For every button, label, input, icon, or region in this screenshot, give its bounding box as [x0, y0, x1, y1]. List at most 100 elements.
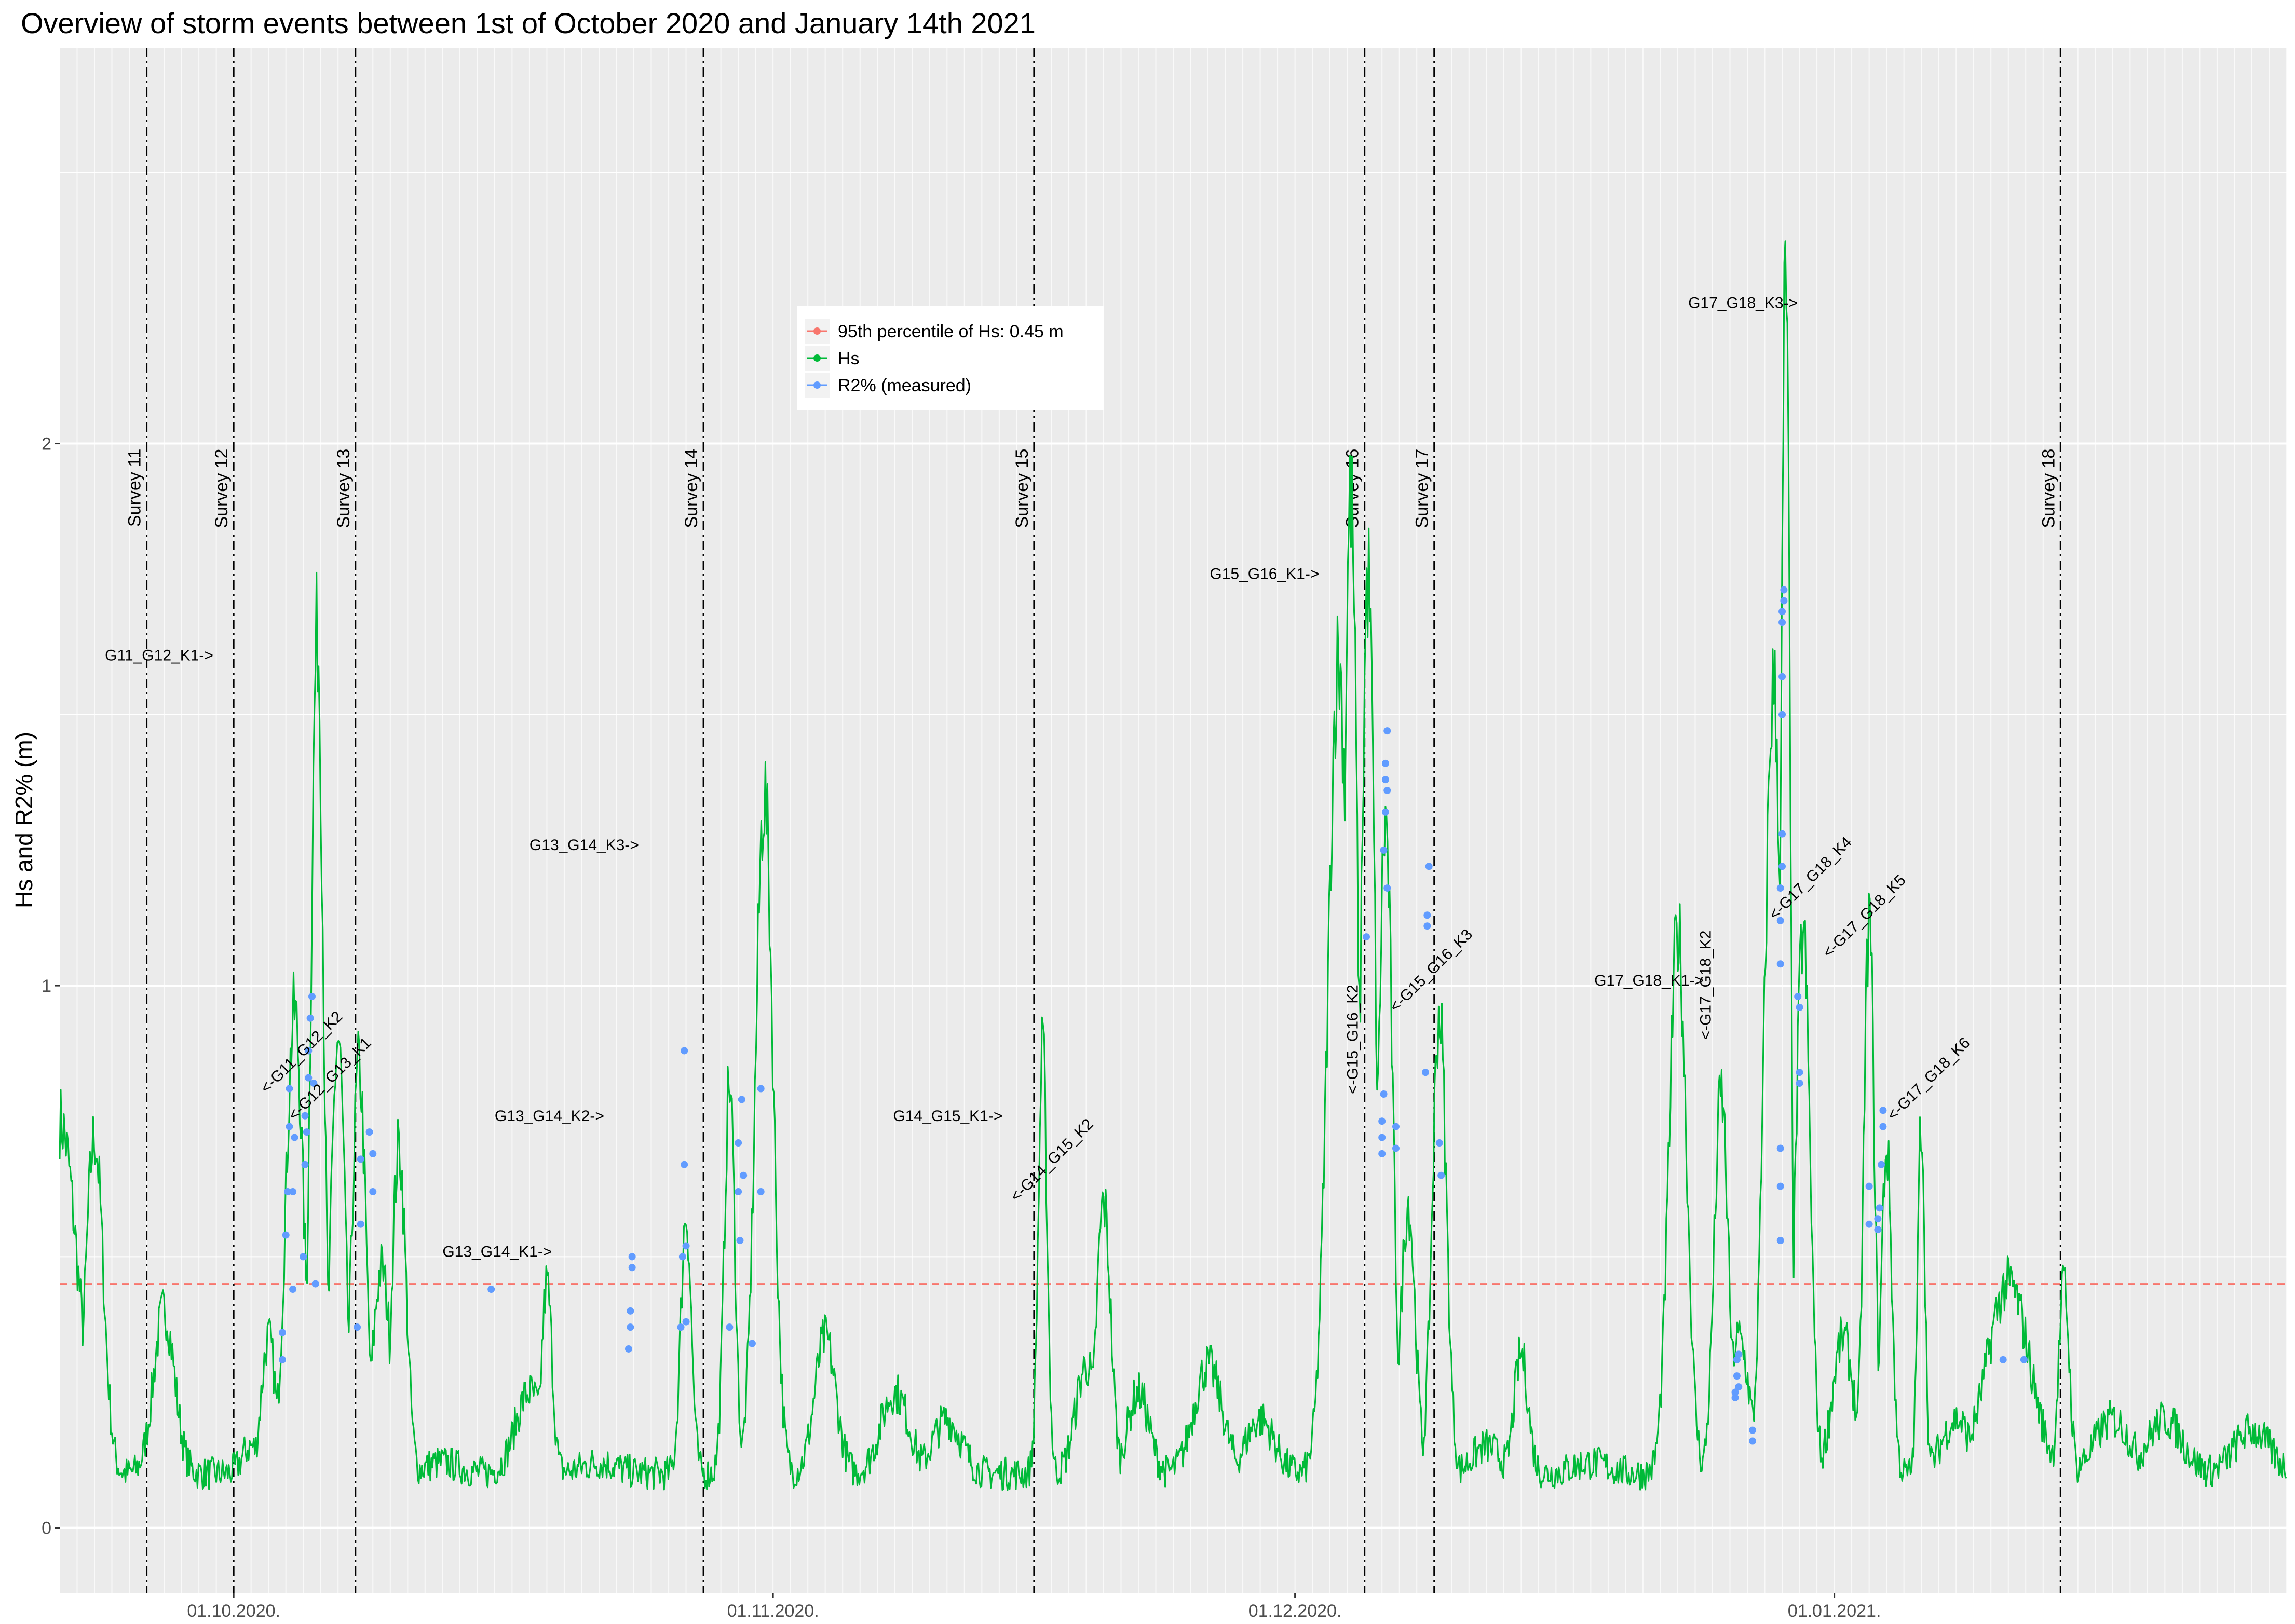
- r2-point: [282, 1231, 290, 1239]
- legend: 95th percentile of Hs: 0.45 m Hs R2% (meas…: [797, 306, 1104, 410]
- r2-point: [1437, 1171, 1445, 1179]
- r2-point: [627, 1323, 634, 1331]
- r2-point: [682, 1318, 690, 1326]
- r2-point: [279, 1329, 286, 1336]
- r2-point: [1423, 922, 1431, 930]
- r2-point: [305, 1074, 313, 1082]
- r2-point: [279, 1356, 286, 1363]
- r2-point: [628, 1253, 636, 1261]
- r2-point: [1383, 787, 1391, 795]
- survey-label: Survey 14: [682, 449, 701, 528]
- r2-point: [627, 1307, 634, 1315]
- r2-point: [357, 1155, 364, 1163]
- r2-point: [681, 1161, 688, 1168]
- r2-point: [1794, 992, 1802, 1000]
- r2-point: [740, 1171, 748, 1179]
- r2-point: [1423, 911, 1431, 919]
- r2-point: [1378, 1150, 1386, 1157]
- r2-point: [369, 1150, 377, 1157]
- y-axis: 0 1 2: [42, 434, 60, 1538]
- r2-point: [1776, 1144, 1784, 1152]
- r2-point: [1735, 1383, 1743, 1391]
- r2-point: [1776, 917, 1784, 924]
- r2-point: [1731, 1388, 1739, 1396]
- legend-label: Hs: [838, 349, 860, 369]
- r2-point: [1381, 808, 1389, 816]
- r2-point: [1776, 1182, 1784, 1190]
- r2-point: [1392, 1144, 1400, 1152]
- x-tick-label: 01.12.2020.: [1248, 1601, 1342, 1621]
- r2-point: [1425, 863, 1433, 870]
- r2-point: [1796, 1080, 1803, 1087]
- r2-point: [1392, 1123, 1400, 1130]
- r2-point: [1383, 727, 1391, 735]
- r2-point: [624, 1345, 632, 1353]
- r2-point: [1778, 608, 1786, 616]
- annotation-label: G11_G12_K1->: [105, 647, 213, 664]
- r2-point: [1865, 1182, 1873, 1190]
- r2-point: [1733, 1372, 1741, 1380]
- legend-key-point: [813, 354, 821, 362]
- r2-point: [681, 1047, 688, 1055]
- annotation-label: G17_G18_K3->: [1688, 294, 1798, 311]
- r2-point: [682, 1242, 690, 1250]
- y-tick-label: 0: [42, 1519, 51, 1538]
- r2-point: [1380, 1090, 1388, 1098]
- r2-point: [357, 1220, 364, 1228]
- r2-point: [286, 1123, 293, 1130]
- r2-point: [1380, 846, 1388, 854]
- r2-point: [1421, 1069, 1429, 1076]
- legend-box: [797, 306, 1104, 410]
- r2-point: [1776, 884, 1784, 892]
- r2-point: [286, 1085, 293, 1093]
- r2-point: [305, 1047, 313, 1055]
- annotation-label: <-G15_G16_K2: [1344, 985, 1361, 1094]
- annotation-label: G17_G18_K1->: [1594, 972, 1704, 989]
- r2-point: [284, 1188, 292, 1196]
- r2-point: [1876, 1204, 1883, 1212]
- r2-point: [1778, 711, 1786, 718]
- r2-point: [310, 1080, 318, 1087]
- r2-point: [308, 992, 316, 1000]
- annotation-label: G13_G14_K1->: [442, 1243, 552, 1260]
- survey-label: Survey 15: [1012, 449, 1032, 528]
- r2-point: [628, 1264, 636, 1272]
- survey-label: Survey 17: [1413, 449, 1432, 528]
- r2-point: [1874, 1215, 1882, 1223]
- r2-point: [1378, 1117, 1386, 1125]
- r2-point: [289, 1188, 297, 1196]
- y-tick-label: 1: [42, 976, 51, 996]
- r2-point: [1381, 776, 1389, 784]
- r2-point: [306, 1014, 314, 1022]
- r2-point: [757, 1188, 765, 1196]
- survey-label: Survey 13: [334, 449, 354, 528]
- y-tick-label: 2: [42, 434, 51, 454]
- r2-point: [1874, 1226, 1882, 1234]
- r2-point: [291, 1134, 298, 1141]
- annotation-label: G14_G15_K1->: [893, 1108, 1002, 1125]
- r2-point: [354, 1323, 361, 1331]
- survey-lines: Survey 11 Survey 12 Survey 13 Survey 14 Surv…: [125, 48, 2061, 1593]
- r2-point: [1780, 597, 1788, 605]
- chart-title: Overview of storm events between 1st of …: [21, 7, 1036, 39]
- annotation-label: <-G17_G18_K2: [1698, 931, 1715, 1040]
- legend-label: 95th percentile of Hs: 0.45 m: [838, 322, 1064, 342]
- x-tick-label: 01.10.2020.: [187, 1601, 280, 1621]
- r2-point: [1731, 1394, 1739, 1401]
- r2-point: [311, 1280, 319, 1288]
- r2-point: [289, 1286, 297, 1293]
- x-axis: 01.10.2020. 01.11.2020. 01.12.2020. 01.01.2…: [187, 1593, 1881, 1621]
- legend-label: R2% (measured): [838, 376, 971, 395]
- r2-point: [1879, 1107, 1887, 1114]
- r2-point: [487, 1286, 495, 1293]
- annotation-label: G15_G16_K1->: [1210, 566, 1319, 583]
- r2-point: [1778, 830, 1786, 838]
- r2-point: [1381, 759, 1389, 767]
- r2-point: [735, 1139, 742, 1147]
- r2-point: [1776, 960, 1784, 968]
- r2-point: [1749, 1437, 1757, 1445]
- r2-point: [1878, 1161, 1885, 1168]
- r2-point: [757, 1085, 765, 1093]
- r2-point: [677, 1323, 685, 1331]
